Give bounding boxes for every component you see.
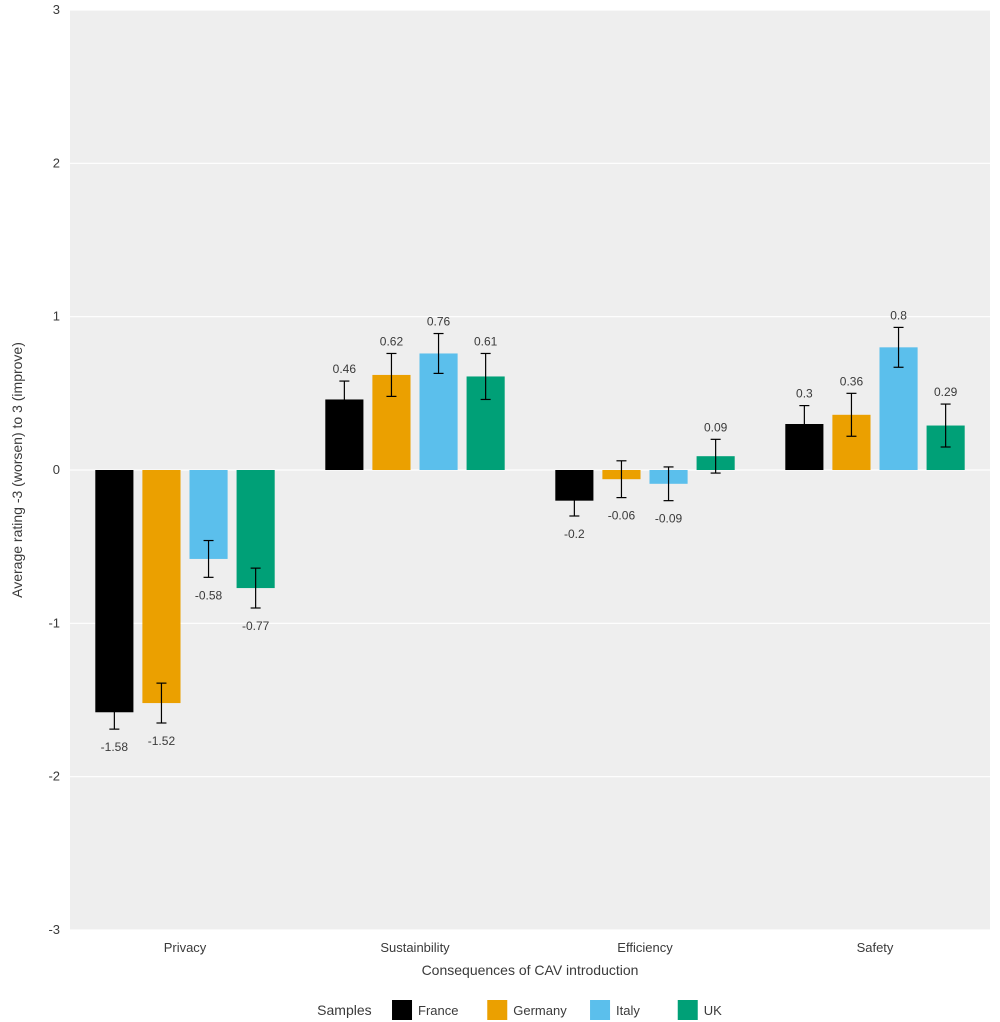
legend-label: UK: [704, 1003, 722, 1018]
legend-swatch: [392, 1000, 412, 1020]
bar: [142, 470, 180, 703]
value-label: 0.8: [890, 308, 907, 322]
chart-svg: -3 -2 -1 0 1 2 3 -1.58 -1.52 -0.58 -0.77 0.46 0.62 0.…: [0, 0, 1000, 1022]
value-label: -0.58: [195, 588, 223, 602]
legend-label: France: [418, 1003, 458, 1018]
value-label: -0.2: [564, 527, 585, 541]
bar: [95, 470, 133, 712]
value-label: 0.62: [380, 334, 404, 348]
value-label: -0.06: [608, 509, 636, 523]
y-tick-label: 2: [53, 155, 60, 170]
y-tick-label: 0: [53, 462, 60, 477]
value-label: -0.09: [655, 512, 683, 526]
legend-swatch: [590, 1000, 610, 1020]
cav-chart: -3 -2 -1 0 1 2 3 -1.58 -1.52 -0.58 -0.77 0.46 0.62 0.…: [0, 0, 1000, 1022]
y-tick-label: -1: [48, 615, 60, 630]
y-tick-label: -2: [48, 769, 60, 784]
legend-swatch: [487, 1000, 507, 1020]
value-label: -1.52: [148, 734, 176, 748]
y-axis-label: Average rating -3 (worsen) to 3 (improve…: [9, 342, 25, 598]
y-tick-label: -3: [48, 922, 60, 937]
value-label: 0.3: [796, 387, 813, 401]
legend-label: Germany: [513, 1003, 567, 1018]
value-label: -0.77: [242, 619, 270, 633]
x-tick-label: Efficiency: [617, 940, 673, 955]
legend-title: Samples: [317, 1002, 371, 1018]
y-tick-label: 1: [53, 309, 60, 324]
value-label: 0.09: [704, 420, 728, 434]
x-axis-label: Consequences of CAV introduction: [422, 962, 639, 978]
x-tick-label: Safety: [857, 940, 894, 955]
legend-swatch: [678, 1000, 698, 1020]
x-tick-label: Sustainbility: [380, 940, 450, 955]
x-tick-label: Privacy: [164, 940, 207, 955]
value-label: 0.76: [427, 315, 451, 329]
value-label: 0.46: [333, 362, 357, 376]
value-label: 0.36: [840, 374, 864, 388]
y-tick-label: 3: [53, 2, 60, 17]
value-label: 0.61: [474, 334, 498, 348]
value-label: 0.29: [934, 385, 958, 399]
legend-label: Italy: [616, 1003, 640, 1018]
value-label: -1.58: [101, 740, 129, 754]
